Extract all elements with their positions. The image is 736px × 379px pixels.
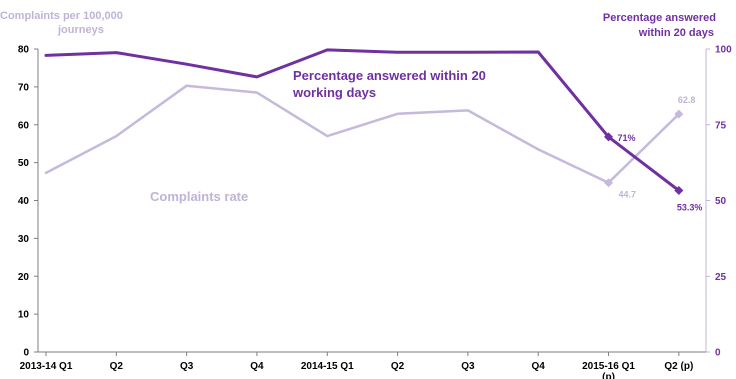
right-tick-label: 0	[715, 348, 721, 359]
right-tick-label: 75	[715, 120, 727, 131]
left-tick-label: 80	[18, 45, 30, 56]
pct-series-annotation-line-1: Percentage answered within 20	[293, 68, 486, 83]
x-tick-label: 2014-15 Q1	[301, 361, 354, 372]
x-tick-label: Q2 (p)	[664, 361, 693, 372]
x-tick-label: Q2	[391, 361, 405, 372]
x-tick-label: Q3	[461, 361, 475, 372]
x-tick-sublabel: (p)	[602, 372, 615, 379]
rate-point-marker	[604, 178, 614, 188]
x-tick-label: Q2	[110, 361, 124, 372]
x-tick-label: Q3	[180, 361, 194, 372]
right-y-ticks: 0 25 50 75 100	[706, 45, 732, 359]
rate-series-annotation: Complaints rate	[150, 189, 248, 204]
x-tick-label: Q4	[250, 361, 264, 372]
x-tick-label: 2015-16 Q1	[582, 361, 635, 372]
x-tick-label: 2013-14 Q1	[20, 361, 73, 372]
rate-point-marker	[674, 109, 684, 119]
left-axis-title-line-2: journeys	[57, 24, 104, 36]
left-tick-label: 0	[23, 348, 29, 359]
pct-series-line	[44, 48, 681, 192]
right-tick-label: 25	[715, 272, 727, 283]
left-tick-label: 10	[18, 310, 30, 321]
pct-point-marker	[604, 132, 614, 142]
left-tick-label: 50	[18, 158, 30, 169]
left-tick-label: 30	[18, 234, 30, 245]
series-layer: 44.7 62.8 71% 53.3%	[44, 48, 703, 213]
x-tick-label: Q4	[532, 361, 546, 372]
pct-data-label: 71%	[618, 133, 636, 143]
pct-point-marker	[674, 186, 684, 196]
rate-data-label: 62.8	[678, 95, 696, 105]
pct-series-annotation-line-2: working days	[292, 85, 376, 100]
right-tick-label: 100	[715, 45, 732, 56]
left-tick-label: 40	[18, 196, 30, 207]
pct-data-label: 53.3%	[677, 203, 703, 213]
x-ticks: 2013-14 Q1 Q2 Q3 Q4 2014-15 Q1 Q2 Q3 Q4 2015-16 …	[20, 352, 693, 379]
right-axis-title-line-1: Percentage answered	[603, 12, 716, 24]
left-y-ticks: 0 10 20 30 40 50 60 70 80	[18, 45, 38, 359]
left-tick-label: 20	[18, 272, 30, 283]
rate-data-label: 44.7	[619, 190, 637, 200]
left-tick-label: 70	[18, 82, 30, 93]
right-axis-title-line-2: within 20 days	[638, 27, 714, 39]
right-tick-label: 50	[715, 196, 727, 207]
left-axis-title-line-1: Complaints per 100,000	[0, 10, 123, 22]
rate-series-line	[44, 84, 681, 184]
left-tick-label: 60	[18, 120, 30, 131]
